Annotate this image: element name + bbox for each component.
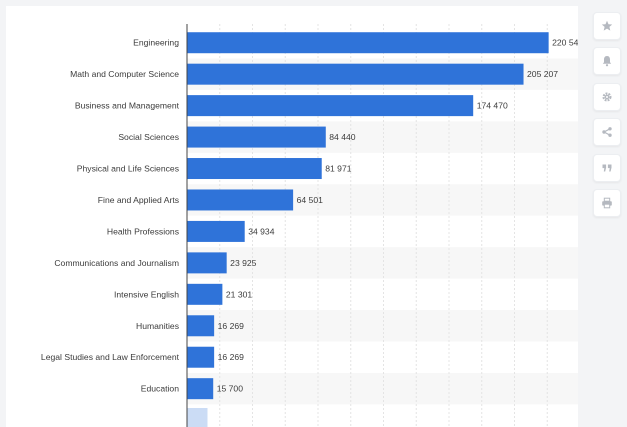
category-label: Social Sciences <box>118 132 179 142</box>
share-button[interactable] <box>593 118 621 147</box>
value-label: 21 301 <box>226 289 253 299</box>
value-label: 205 207 <box>527 69 558 79</box>
bar-4 <box>187 126 326 148</box>
bar-10 <box>187 315 215 337</box>
settings-button[interactable] <box>593 82 621 111</box>
quote-icon <box>602 164 612 172</box>
bar-2 <box>187 63 524 85</box>
chart-card: Engineering 220 542 Math and Computer Scie… <box>6 6 578 427</box>
star-icon <box>601 20 613 31</box>
notification-button[interactable] <box>593 47 621 76</box>
category-label: Legal Studies and Law Enforcement <box>41 352 180 362</box>
value-label: 174 470 <box>477 101 508 111</box>
value-label: 64 501 <box>297 195 324 205</box>
value-label: 23 925 <box>230 258 257 268</box>
value-label: 34 934 <box>248 226 275 236</box>
share-icon <box>602 127 612 138</box>
print-button[interactable] <box>593 188 621 217</box>
value-label: 16 269 <box>218 321 245 331</box>
bar-7 <box>187 220 245 242</box>
category-label: Education <box>141 384 179 394</box>
category-label: Communications and Journalism <box>54 258 179 268</box>
bar-1 <box>187 32 549 54</box>
row-band <box>187 310 578 342</box>
bar-3 <box>187 95 474 117</box>
category-label: Health Professions <box>107 226 179 236</box>
bar-9 <box>187 283 223 305</box>
bar-6 <box>187 189 294 211</box>
cite-button[interactable] <box>593 153 621 182</box>
bell-icon <box>602 56 612 67</box>
value-label: 81 971 <box>325 164 352 174</box>
bar-12 <box>187 378 214 400</box>
value-label: 84 440 <box>329 132 356 142</box>
category-label: Math and Computer Science <box>70 69 179 79</box>
print-icon <box>602 197 612 209</box>
category-label: Business and Management <box>75 101 180 111</box>
value-label: 16 269 <box>218 352 245 362</box>
favorite-button[interactable] <box>593 12 621 40</box>
category-label: Engineering <box>133 38 179 48</box>
chart-toolbar <box>593 12 621 224</box>
category-label: Fine and Applied Arts <box>98 195 179 205</box>
value-label: 220 542 <box>552 38 578 48</box>
gear-icon <box>602 92 612 102</box>
row-band <box>187 372 578 405</box>
bar-partial <box>187 408 208 427</box>
category-label: Intensive English <box>114 289 179 299</box>
bar-chart: Engineering 220 542 Math and Computer Scie… <box>41 24 578 427</box>
category-label: Physical and Life Sciences <box>77 164 179 174</box>
bar-8 <box>187 252 227 274</box>
category-label: Humanities <box>136 321 179 331</box>
value-label: 15 700 <box>217 384 244 394</box>
bar-11 <box>187 346 215 368</box>
bar-5 <box>187 158 322 180</box>
